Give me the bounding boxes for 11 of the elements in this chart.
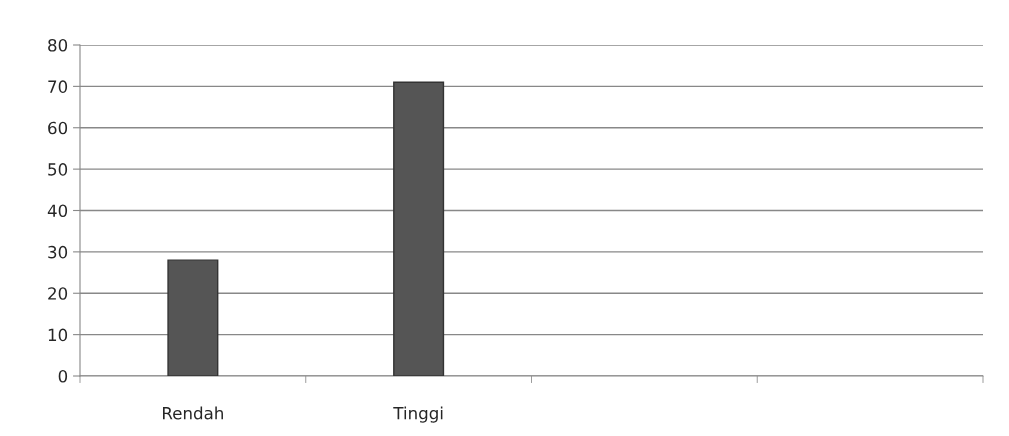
y-tick-label: 20	[48, 287, 68, 300]
y-tick-label: 30	[48, 245, 68, 259]
x-tick-label: Tinggi	[393, 406, 443, 423]
y-tick-label: 80	[48, 38, 68, 52]
y-tick-label: 0	[58, 369, 68, 383]
y-tick-label: 70	[48, 80, 68, 93]
x-tick-label: Rendah	[163, 406, 223, 420]
y-tick-label: 50	[48, 163, 68, 176]
y-tick-label: 10	[48, 328, 68, 342]
y-tick-label: 60	[48, 121, 68, 135]
y-tick-label: 40	[47, 204, 68, 218]
